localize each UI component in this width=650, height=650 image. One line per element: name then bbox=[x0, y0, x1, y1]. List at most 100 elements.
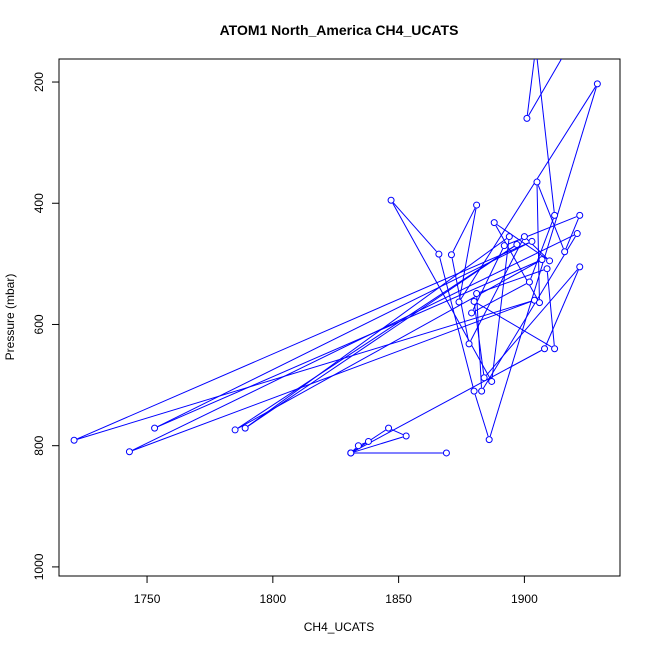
series-line-segment bbox=[132, 234, 575, 451]
series-layer bbox=[70, 59, 601, 457]
y-tick-label: 200 bbox=[32, 72, 46, 92]
data-point bbox=[473, 290, 481, 298]
series-line-segment bbox=[528, 59, 563, 116]
data-point bbox=[465, 340, 473, 348]
data-point bbox=[347, 449, 355, 457]
data-point bbox=[478, 387, 486, 395]
x-axis: 1750 1800 1850 1900 bbox=[134, 575, 538, 606]
series-line-segment bbox=[472, 248, 504, 311]
x-tick-label: 1900 bbox=[511, 592, 538, 606]
series-line-segment bbox=[77, 300, 532, 440]
y-axis: 200 400 600 800 1000 bbox=[32, 72, 60, 580]
x-axis-label: CH4_UCATS bbox=[304, 620, 374, 634]
data-point bbox=[70, 436, 78, 444]
data-point bbox=[231, 426, 239, 434]
data-point bbox=[546, 257, 554, 265]
series-line-segment bbox=[352, 447, 357, 451]
series-line-segment bbox=[237, 260, 540, 429]
data-point bbox=[402, 432, 410, 440]
data-point bbox=[541, 345, 549, 353]
data-point bbox=[473, 201, 481, 209]
series-line-segment bbox=[565, 218, 579, 249]
data-point bbox=[551, 211, 559, 219]
data-point bbox=[470, 387, 478, 395]
data-point bbox=[385, 424, 393, 432]
data-point bbox=[125, 448, 133, 456]
data-point bbox=[573, 230, 581, 238]
series-line-segment bbox=[237, 245, 515, 429]
series-line-segment bbox=[546, 272, 555, 346]
x-tick-label: 1800 bbox=[259, 592, 286, 606]
data-point bbox=[470, 297, 478, 305]
y-tick-label: 800 bbox=[32, 435, 46, 455]
series-line-segment bbox=[361, 442, 366, 445]
y-axis-label: Pressure (mbar) bbox=[3, 274, 17, 361]
series-line-segment bbox=[495, 225, 539, 300]
data-point bbox=[523, 114, 531, 122]
series-line-segment bbox=[474, 394, 489, 437]
series-line-segment bbox=[393, 202, 437, 252]
series-line-segment bbox=[536, 185, 540, 300]
data-point bbox=[593, 80, 601, 88]
data-point bbox=[354, 442, 362, 450]
data-point bbox=[455, 298, 463, 306]
series-line-segment bbox=[476, 302, 552, 348]
series-line-segment bbox=[474, 283, 527, 312]
data-point bbox=[241, 424, 249, 432]
y-tick-label: 400 bbox=[32, 193, 46, 213]
series-line-segment bbox=[452, 207, 476, 252]
series-line-segment bbox=[353, 349, 542, 452]
data-point bbox=[551, 345, 559, 353]
data-point bbox=[500, 242, 508, 250]
series-line-segment bbox=[526, 59, 535, 115]
series-line-segment bbox=[470, 239, 524, 341]
data-point bbox=[387, 196, 395, 204]
data-point bbox=[538, 256, 546, 264]
data-point bbox=[151, 424, 159, 432]
data-point bbox=[490, 219, 498, 227]
data-point bbox=[561, 248, 569, 256]
data-point bbox=[535, 299, 543, 307]
data-point bbox=[364, 437, 372, 445]
y-tick-label: 1000 bbox=[32, 553, 46, 580]
series-line-segment bbox=[530, 218, 554, 279]
data-point bbox=[442, 449, 450, 457]
data-point bbox=[435, 250, 443, 258]
data-point bbox=[528, 237, 536, 245]
data-point bbox=[485, 436, 493, 444]
data-point bbox=[533, 178, 541, 186]
series-line-segment bbox=[247, 238, 507, 427]
series-line-segment bbox=[247, 246, 515, 427]
series-line-segment bbox=[460, 86, 596, 300]
series-line-segment bbox=[392, 203, 491, 379]
series-line-segment bbox=[537, 185, 564, 249]
x-tick-label: 1850 bbox=[385, 592, 412, 606]
series-line-segment bbox=[476, 297, 482, 388]
series-line-segment bbox=[507, 216, 577, 245]
series-line-segment bbox=[545, 269, 579, 346]
series-line-segment bbox=[483, 236, 576, 389]
data-point bbox=[513, 240, 521, 248]
series-line-segment bbox=[459, 208, 477, 299]
chart-title: ATOM1 North_America CH4_UCATS bbox=[220, 22, 459, 38]
series-line-segment bbox=[439, 257, 474, 388]
data-point bbox=[468, 309, 476, 317]
x-tick-label: 1750 bbox=[134, 592, 161, 606]
series-line-segment bbox=[157, 260, 540, 428]
y-tick-label: 600 bbox=[32, 314, 46, 334]
data-point bbox=[520, 233, 528, 241]
data-point bbox=[543, 265, 551, 273]
series-line-segment bbox=[536, 59, 555, 212]
series-line-segment bbox=[77, 242, 529, 440]
series-line-segment bbox=[491, 240, 510, 379]
series-line-segment bbox=[354, 436, 403, 453]
data-point bbox=[488, 377, 496, 385]
data-point bbox=[576, 211, 584, 219]
data-point bbox=[480, 374, 488, 382]
data-point bbox=[576, 263, 584, 271]
data-point bbox=[525, 278, 533, 286]
data-point bbox=[505, 233, 513, 241]
data-point bbox=[447, 251, 455, 259]
